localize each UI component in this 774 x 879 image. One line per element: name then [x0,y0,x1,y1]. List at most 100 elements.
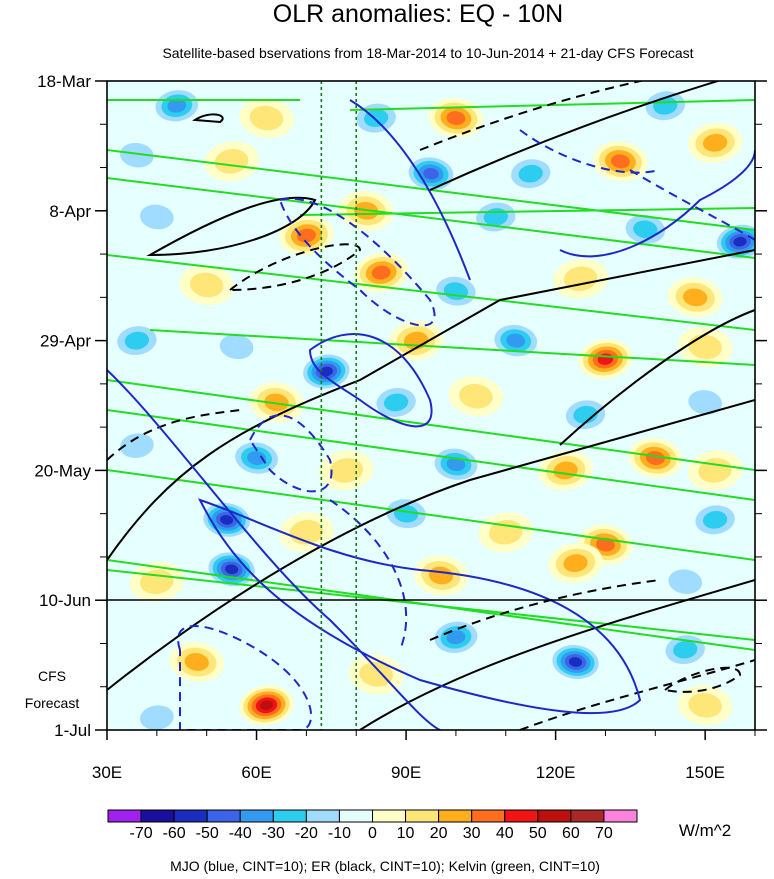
wave-contour [107,569,755,641]
colorbar-tick-label: -50 [196,825,219,842]
wave-contour [149,329,755,366]
olr-anomaly-blob [558,394,613,435]
olr-anomaly-blob [318,450,374,491]
olr-anomaly-blob [169,642,224,682]
olr-anomaly-blob [618,209,673,250]
wave-contour [349,99,471,281]
olr-anomaly-blob [677,382,733,423]
olr-anomaly-blob [348,654,404,695]
olr-anomaly-blob [578,339,633,380]
axes: 30E 60E 90E 120E 150E 18-Mar 8-Apr 29-Apr 20-May… [34,72,767,782]
colorbar-swatch [107,809,142,823]
x-tick-label: 30E [92,763,122,782]
wave-contour [359,579,755,730]
colorbar-swatch [338,809,373,823]
x-tick-label: 60E [241,763,271,782]
wave-contour [227,243,362,292]
colorbar: -70 -60 -50 -40 -30 -20 -10 0 10 20 30 40 50 60 70 [107,809,638,842]
olr-anomaly-blob [548,642,603,682]
wave-contour [519,129,661,174]
colorbar-tick-label: 10 [397,825,415,842]
wave-contour [299,207,755,216]
olr-anomaly-blob [657,629,713,670]
wave-contour [198,498,642,715]
olr-anomaly-blob [553,258,608,299]
olr-anomaly-blob [428,617,484,658]
wave-contour [662,666,742,693]
colorbar-tick-label: 50 [529,825,547,842]
olr-anomaly-blob [657,561,713,602]
colorbar-units: W/m^2 [679,821,731,840]
colorbar-swatch [140,809,175,823]
olr-anomaly-blob [249,382,304,423]
colorbar-tick-label: -60 [163,825,186,842]
y-tick-label: 1-Jul [54,721,91,740]
wave-contour [177,625,313,730]
y-tick-label: 10-Jun [39,591,91,610]
chart-subtitle: Satellite-based bservations from 18-Mar-… [162,45,693,61]
colorbar-swatch [471,809,506,823]
colorbar-swatch [272,809,307,823]
wave-contour [107,409,241,461]
forecast-label-line2: Forecast [25,695,80,711]
olr-anomaly-blob [204,141,259,182]
forecast-label-line1: CFS [38,668,66,684]
wave-contour [107,249,755,561]
wave-contour [559,309,755,446]
olr-anomaly-blob [378,493,434,534]
wave-contour [308,333,433,428]
y-tick-label: 18-Mar [37,72,91,91]
olr-anomaly-blob [503,153,558,194]
chart-title: OLR anomalies: EQ - 10N [273,0,563,28]
colorbar-tick-label: -30 [262,825,285,842]
wave-contour [278,197,436,327]
olr-anomaly-blob [129,697,185,730]
olr-anomaly-blob [109,135,165,176]
olr-anomaly-blob [478,512,534,553]
y-tick-label: 20-May [34,461,91,480]
colorbar-tick-label: -70 [130,825,153,842]
olr-anomaly-blob [368,382,424,423]
wave-contours [107,81,755,730]
olr-anomaly-blob [677,685,733,726]
wave-contour [107,469,755,561]
contour-note: MJO (blue, CINT=10); ER (black, CINT=10)… [170,858,600,874]
olr-anomaly-blob [149,85,205,126]
colorbar-swatch [570,809,605,823]
colorbar-swatch [438,809,473,823]
olr-anomaly-blob [548,543,603,584]
wave-contour [146,196,317,257]
colorbar-tick-label: -40 [229,825,252,842]
olr-anomaly-blob [667,277,723,318]
wave-contour [349,99,755,111]
colorbar-tick-label: 30 [463,825,481,842]
olr-anomaly-blob [239,685,294,726]
colorbar-swatch [537,809,572,823]
plot-frame [106,80,756,731]
wave-contour [192,113,224,124]
olr-anomaly-field [109,85,755,730]
reference-longitude-lines [320,81,358,730]
wave-contour [519,659,755,730]
colorbar-swatch [305,809,340,823]
colorbar-tick-label: -20 [295,825,318,842]
olr-anomaly-blob [109,425,165,466]
wave-contour [107,254,755,331]
wave-contour [107,379,755,471]
colorbar-swatch [405,809,440,823]
y-tick-label: 29-Apr [40,332,91,351]
wave-contour [248,414,333,493]
colorbar-tick-label: 40 [496,825,514,842]
colorbar-tick-label: -10 [328,825,351,842]
colorbar-tick-label: 70 [595,825,613,842]
colorbar-swatch [173,809,208,823]
olr-anomaly-blob [229,438,284,479]
olr-anomaly-blob [129,197,185,237]
wave-contour [107,369,441,730]
colorbar-swatch [239,809,274,823]
olr-anomaly-blob [677,326,733,367]
wave-contour [107,399,755,691]
olr-anomaly-blob [712,221,755,262]
x-tick-label: 120E [536,763,576,782]
